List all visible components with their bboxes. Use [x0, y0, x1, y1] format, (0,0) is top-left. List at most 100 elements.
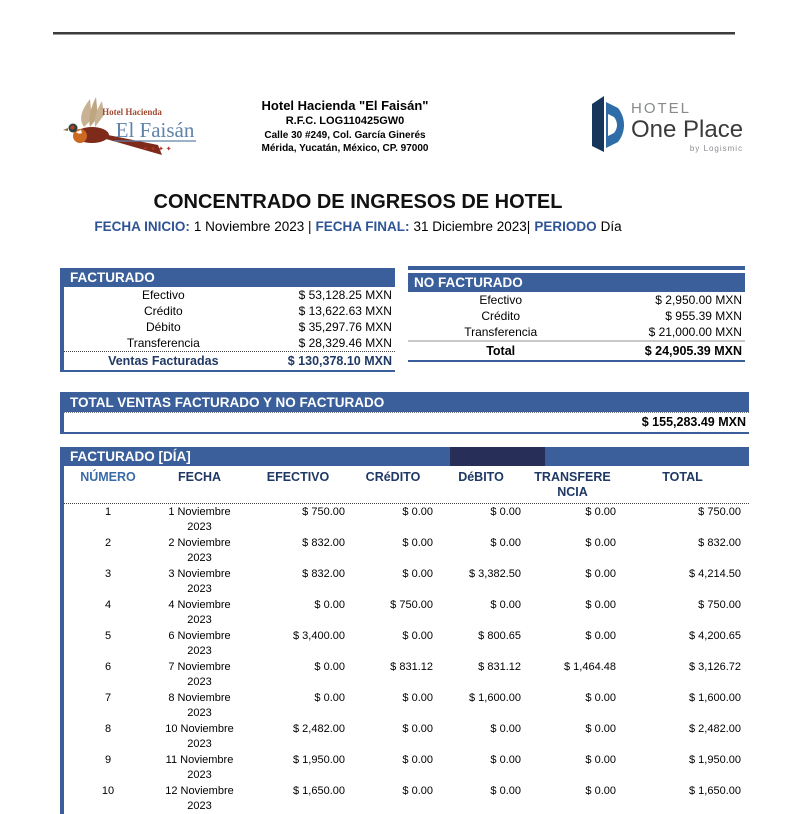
no-facturado-summary-table: NO FACTURADO Efectivo $ 2,950.00 MXN Cré…	[408, 266, 745, 362]
cell-fecha: 11 Noviembre 2023	[165, 754, 234, 781]
hotel-name: Hotel Hacienda "El Faisán"	[261, 98, 429, 113]
cell-credito: $ 0.00	[402, 537, 433, 549]
logo-line1-text: Hotel Hacienda	[102, 107, 162, 117]
cell-efectivo: $ 3,400.00	[293, 630, 345, 642]
cell-debito: $ 0.00	[490, 785, 521, 797]
row-label: Crédito	[143, 304, 183, 318]
cell-fecha: 12 Noviembre 2023	[165, 785, 234, 812]
report-date-range: FECHA INICIO: 1 Noviembre 2023 | FECHA FIN…	[40, 219, 680, 234]
fecha-final-label: FECHA FINAL:	[315, 219, 410, 234]
cell-debito: $ 0.00	[490, 754, 521, 766]
cell-credito: $ 831.12	[390, 661, 433, 673]
no-facturado-top-strip	[408, 266, 745, 270]
cell-total: $ 832.00	[698, 537, 741, 549]
table-row: 4 4 Noviembre 2023 $ 0.00 $ 750.00 $ 0.0…	[64, 597, 749, 628]
cell-transferencia: $ 0.00	[585, 599, 616, 611]
cell-efectivo: $ 832.00	[302, 537, 345, 549]
periodo-value: Día	[600, 219, 622, 234]
cell-credito: $ 0.00	[402, 506, 433, 518]
hotel-rfc: R.F.C. LOG110425GW0	[285, 115, 405, 127]
row-value: $ 53,128.25 MXN	[298, 288, 392, 302]
row-label: Transferencia	[126, 336, 200, 350]
hotel-oneplace-logo: HOTEL One Place by Logismic	[588, 94, 748, 166]
cell-fecha: 1 Noviembre 2023	[168, 506, 231, 533]
cell-transferencia: $ 0.00	[585, 692, 616, 704]
row-label: Efectivo	[479, 293, 523, 307]
facturado-summary-table: FACTURADO Efectivo $ 53,128.25 MXN Crédi…	[60, 268, 395, 372]
cell-total: $ 1,600.00	[689, 692, 741, 704]
cell-transferencia: $ 0.00	[585, 723, 616, 735]
facturado-dia-table: FACTURADO [DÍA] NÚMERO FECHA EFECTIVO CR…	[60, 447, 749, 814]
table-row: 5 6 Noviembre 2023 $ 3,400.00 $ 0.00 $ 8…	[64, 628, 749, 659]
fecha-inicio-label: FECHA INICIO:	[94, 219, 190, 234]
table-row: 1 1 Noviembre 2023 $ 750.00 $ 0.00 $ 0.0…	[64, 504, 749, 535]
table-row: 9 11 Noviembre 2023 $ 1,950.00 $ 0.00 $ …	[64, 752, 749, 783]
table-row: Transferencia $ 21,000.00 MXN	[408, 324, 745, 340]
cell-fecha: 6 Noviembre 2023	[168, 630, 231, 657]
hotel-address-line2: Mérida, Yucatán, México, CP. 97000	[261, 143, 429, 154]
table-row: 2 2 Noviembre 2023 $ 832.00 $ 0.00 $ 0.0…	[64, 535, 749, 566]
cell-debito: $ 3,382.50	[469, 568, 521, 580]
cell-total: $ 3,126.72	[689, 661, 741, 673]
facturado-dia-header: FACTURADO [DÍA]	[64, 447, 749, 466]
row-label: Transferencia	[464, 325, 538, 339]
table-row: Crédito $ 13,622.63 MXN	[64, 303, 395, 319]
cell-efectivo: $ 750.00	[302, 506, 345, 518]
row-value: $ 28,329.46 MXN	[298, 336, 392, 350]
column-header-row: NÚMERO FECHA EFECTIVO CRéDITO DéBITO TRA…	[64, 466, 749, 503]
hotel-address-line1: Calle 30 #249, Col. García Ginerés	[264, 130, 426, 141]
cell-total: $ 2,482.00	[689, 723, 741, 735]
cell-credito: $ 750.00	[390, 599, 433, 611]
cell-efectivo: $ 0.00	[314, 692, 345, 704]
cell-fecha: 8 Noviembre 2023	[168, 692, 231, 719]
header-separator	[64, 503, 749, 504]
table-row: 7 8 Noviembre 2023 $ 0.00 $ 0.00 $ 1,600…	[64, 690, 749, 721]
facturado-dia-title: FACTURADO [DÍA]	[70, 449, 191, 464]
logo-stars-text: ✦ ✦ ✦ ✦	[142, 145, 171, 153]
cell-fecha: 7 Noviembre 2023	[168, 661, 231, 688]
cell-numero: 2	[104, 537, 112, 549]
col-numero: NÚMERO	[80, 470, 136, 484]
cell-transferencia: $ 0.00	[585, 568, 616, 580]
cell-debito: $ 0.00	[490, 506, 521, 518]
facturado-total-row: Ventas Facturadas $ 130,378.10 MXN	[64, 351, 395, 370]
cell-efectivo: $ 0.00	[314, 599, 345, 611]
cell-debito: $ 0.00	[490, 599, 521, 611]
row-value: $ 21,000.00 MXN	[648, 325, 742, 339]
table-row: 3 3 Noviembre 2023 $ 832.00 $ 0.00 $ 3,3…	[64, 566, 749, 597]
cell-credito: $ 0.00	[402, 785, 433, 797]
cell-numero: 7	[104, 692, 112, 704]
cell-credito: $ 0.00	[402, 568, 433, 580]
row-value: $ 955.39 MXN	[665, 309, 742, 323]
cell-transferencia: $ 0.00	[585, 630, 616, 642]
periodo-label: PERIODO	[534, 219, 597, 234]
total-label: Ventas Facturadas	[108, 354, 219, 368]
cell-efectivo: $ 0.00	[314, 661, 345, 673]
table-row: 6 7 Noviembre 2023 $ 0.00 $ 831.12 $ 831…	[64, 659, 749, 690]
facturado-header: FACTURADO	[64, 268, 395, 287]
row-value: $ 35,297.76 MXN	[298, 320, 392, 334]
oneplace-byline: by Logismic	[689, 144, 744, 153]
cell-efectivo: $ 2,482.00	[293, 723, 345, 735]
table-row: 8 10 Noviembre 2023 $ 2,482.00 $ 0.00 $ …	[64, 721, 749, 752]
cell-numero: 8	[104, 723, 112, 735]
cell-numero: 1	[104, 506, 112, 518]
cell-efectivo: $ 1,950.00	[293, 754, 345, 766]
total-ventas-header: TOTAL VENTAS FACTURADO Y NO FACTURADO	[64, 392, 749, 412]
row-label: Débito	[145, 320, 181, 334]
cell-transferencia: $ 1,464.48	[564, 661, 616, 673]
cell-credito: $ 0.00	[402, 692, 433, 704]
total-value: $ 24,905.39 MXN	[644, 344, 742, 358]
cell-total: $ 4,214.50	[689, 568, 741, 580]
table-row: Crédito $ 955.39 MXN	[408, 308, 745, 324]
cell-total: $ 4,200.65	[689, 630, 741, 642]
oneplace-hotel-text: HOTEL	[631, 100, 692, 117]
cell-transferencia: $ 0.00	[585, 785, 616, 797]
cell-total: $ 750.00	[698, 599, 741, 611]
table-row: Transferencia $ 28,329.46 MXN	[64, 335, 395, 351]
cell-debito: $ 800.65	[478, 630, 521, 642]
cell-numero: 10	[101, 785, 115, 797]
cell-debito: $ 1,600.00	[469, 692, 521, 704]
cell-credito: $ 0.00	[402, 630, 433, 642]
